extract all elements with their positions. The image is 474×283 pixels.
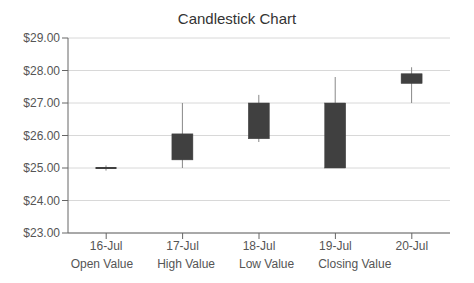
- html-text:Open Value: Open Value: [70, 257, 134, 271]
- svg-text:$26.00: $26.00: [23, 129, 60, 143]
- svg-text:18-Jul: 18-Jul: [243, 239, 276, 253]
- svg-text:20-Jul: 20-Jul: [395, 239, 428, 253]
- html-text:Low Value: Low Value: [239, 257, 295, 271]
- html-text:High Value: High Value: [157, 257, 215, 271]
- svg-text:19-Jul: 19-Jul: [319, 239, 352, 253]
- svg-text:$24.00: $24.00: [23, 194, 60, 208]
- svg-text:$29.00: $29.00: [23, 31, 60, 45]
- svg-text:16-Jul: 16-Jul: [90, 239, 123, 253]
- svg-text:$23.00: $23.00: [23, 226, 60, 240]
- svg-text:$25.00: $25.00: [23, 161, 60, 175]
- svg-text:$27.00: $27.00: [23, 96, 60, 110]
- html-text:Closing Value: Closing Value: [318, 257, 392, 271]
- svg-text:$28.00: $28.00: [23, 64, 60, 78]
- svg-text:17-Jul: 17-Jul: [166, 239, 199, 253]
- html-text:Candlestick Chart: Candlestick Chart: [177, 10, 297, 27]
